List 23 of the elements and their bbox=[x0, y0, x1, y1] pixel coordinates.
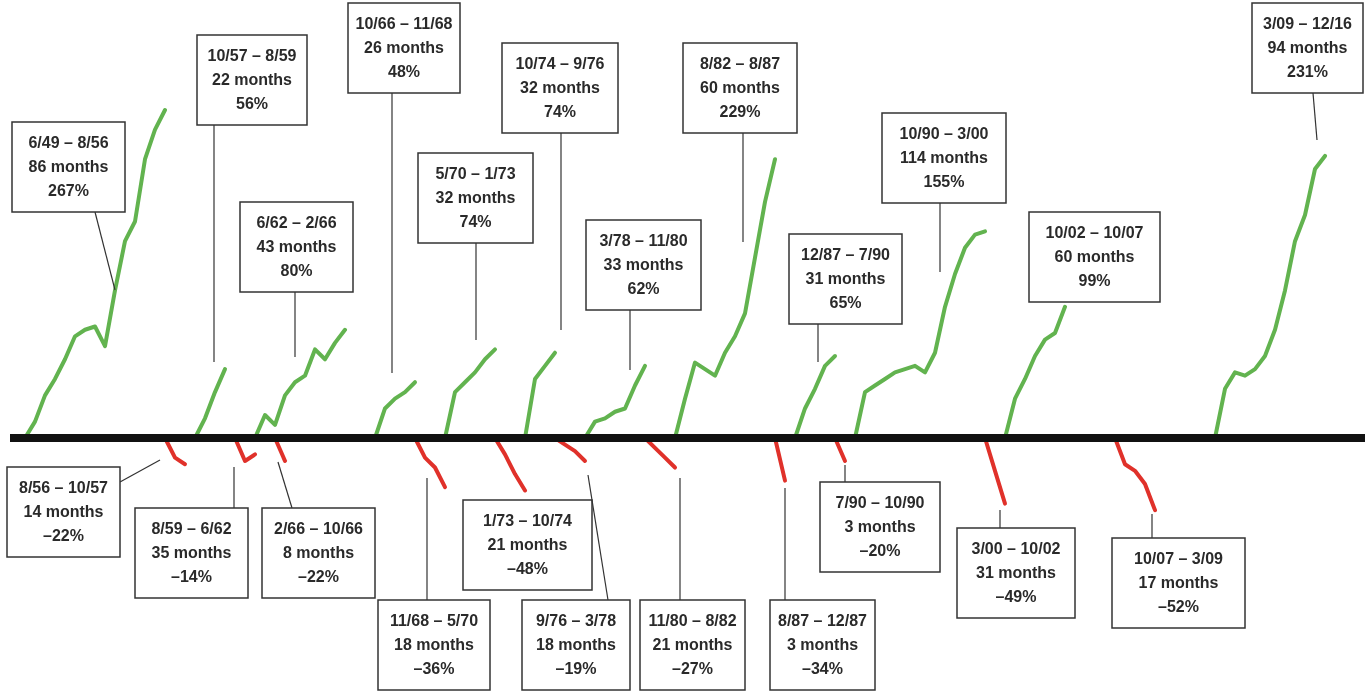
text: 8/59 – 6/62 35 months –14% bbox=[151, 520, 232, 585]
text: 1/73 – 10/74 21 months –48% bbox=[483, 512, 573, 577]
text: 11/68 – 5/70 18 months –36% bbox=[389, 612, 479, 677]
text: 9/76 – 3/78 18 months –19% bbox=[535, 612, 617, 677]
annotation: 3/78 – 11/80 33 months 62% bbox=[599, 232, 688, 297]
annotation: 5/70 – 1/73 32 months 74% bbox=[435, 165, 516, 230]
annotation: 10/90 – 3/00 114 months 155% bbox=[899, 125, 989, 190]
text: 2/66 – 10/66 8 months –22% bbox=[274, 520, 364, 585]
annotation: 10/02 – 10/07 60 months 99% bbox=[1045, 224, 1144, 289]
text: 10/66 – 11/68 26 months 48% bbox=[355, 15, 453, 80]
text: 3/09 – 12/16 94 months 231% bbox=[1263, 15, 1353, 80]
annotation: 6/49 – 8/56 86 months 267% bbox=[28, 134, 109, 199]
text: 10/07 – 3/09 17 months –52% bbox=[1134, 550, 1224, 615]
annotation: 6/62 – 2/66 43 months 80% bbox=[256, 214, 337, 279]
annotation: 12/87 – 7/90 31 months 65% bbox=[801, 246, 891, 311]
text: 3/00 – 10/02 31 months –49% bbox=[971, 540, 1061, 605]
annotation: 8/56 – 10/57 14 months –22% bbox=[19, 479, 109, 544]
annotation: 10/57 – 8/59 22 months 56% bbox=[207, 47, 297, 112]
annotation: 7/90 – 10/90 3 months –20% bbox=[835, 494, 925, 559]
text: 11/80 – 8/82 21 months –27% bbox=[648, 612, 737, 677]
annotation: 8/82 – 8/87 60 months 229% bbox=[699, 55, 781, 120]
annotation: 10/74 – 9/76 32 months 74% bbox=[515, 55, 605, 120]
text: 8/87 – 12/87 3 months –34% bbox=[778, 612, 868, 677]
